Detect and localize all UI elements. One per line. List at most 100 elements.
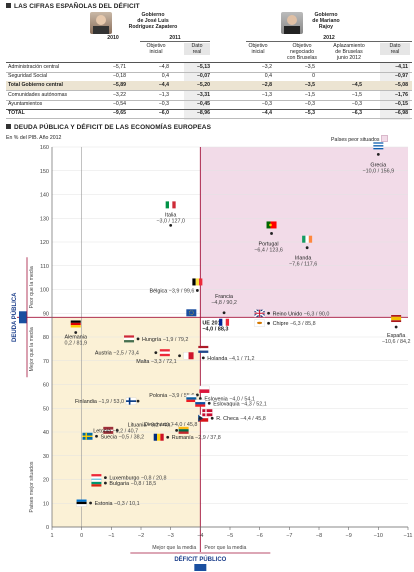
point-value: −1,9 / 53,0: [97, 399, 124, 405]
data-point-dot: [95, 434, 98, 438]
table-cell: −0,3: [304, 101, 315, 107]
data-point-dot: [166, 435, 170, 439]
point-value: −4,1 / 71,2: [227, 356, 254, 362]
y-tick-label: 160: [40, 145, 49, 151]
data-point-netherlands: Holanda −4,1 / 71,2: [198, 345, 255, 362]
data-point-dot: [104, 476, 107, 479]
point-name: Francia: [215, 294, 233, 300]
table-cell: −5,13: [196, 64, 210, 70]
year-2012: 2012: [323, 35, 335, 41]
data-point-dot: [178, 354, 181, 358]
data-point-hungary: Hungría −1,9 / 79,2: [124, 335, 188, 343]
italy-flag-icon: [165, 201, 176, 209]
point-value: −0,5 / 38,2: [117, 434, 144, 440]
table-cell: −0,15: [394, 101, 408, 107]
data-point-dot: [169, 223, 173, 227]
y-tick-label: 110: [40, 264, 49, 270]
data-point-france: Francia−4,8 / 90,2: [211, 294, 237, 326]
point-label: Austria −2,5 / 73,4: [95, 351, 139, 357]
data-point-austria: Austria −2,5 / 73,4: [95, 349, 170, 357]
x-tick-label: −5: [227, 533, 233, 539]
data-point-dot: [175, 428, 179, 432]
table-cell: −0,18: [112, 73, 126, 79]
point-name: Hungría: [142, 337, 161, 343]
rajoy-portrait: [281, 12, 303, 34]
point-name: Holanda: [207, 356, 227, 362]
lithuania-flag-icon: [178, 426, 189, 434]
data-point-portugal: Portugal−6,4 / 123,6: [254, 221, 283, 253]
table-cell: −0,3: [351, 101, 362, 107]
y-tick-label: 140: [40, 193, 49, 199]
y-tick-label: 90: [43, 311, 49, 317]
data-point-slovakia: Eslovaquia −4,3 / 52,1: [195, 399, 267, 407]
table-cell: −3,5: [304, 64, 315, 70]
point-name: Austria: [95, 351, 112, 357]
col-objetivo-inicial-2012: Objetivo inicial: [248, 43, 268, 55]
table-row-label: Total Gobierno central: [8, 82, 63, 88]
point-label: Eslovaquia −4,3 / 52,1: [213, 401, 267, 407]
x-better-label: Mejor que la media: [152, 545, 196, 551]
y-tick-label: 10: [43, 501, 49, 507]
data-point-ireland: Irlanda−7,6 / 117,6: [289, 235, 317, 268]
data-point-dot: [267, 321, 270, 325]
ue-label: UE 2012: [202, 320, 223, 326]
point-label: Chipre −6,3 / 85,8: [273, 321, 316, 327]
point-value: −4,8 / 90,2: [211, 300, 237, 306]
table-cell: −0,97: [394, 73, 408, 79]
data-point-dot: [104, 481, 107, 485]
point-name: Portugal: [258, 241, 278, 247]
point-name: Eslovenia: [204, 397, 227, 403]
gov2-header: Gobierno de Mariano Rajoy: [303, 12, 349, 30]
legend-worse-text: Países peor situados: [331, 137, 380, 143]
point-value: −3,9 / 55,6: [167, 393, 194, 399]
data-point-dot: [210, 416, 214, 420]
point-label: Letonia −1,2 / 40,7: [93, 428, 138, 434]
point-value: −3,2 / 40,7: [146, 422, 173, 428]
table-cell: −6,0: [158, 110, 169, 116]
table-row-label: Ayuntamientos: [8, 101, 43, 107]
y-worse-label: Peor que la media: [29, 266, 35, 308]
point-value: −3,0 / 127,0: [156, 218, 185, 224]
point-label: Rumanía −2,9 / 37,8: [172, 435, 221, 441]
point-label: Reino Unido −6,3 / 90,0: [273, 311, 330, 317]
point-value: −0,8 / 18,5: [129, 481, 156, 487]
data-point-lithuania: Lituania −3,2 / 40,7: [128, 422, 189, 434]
point-name: R. Checa: [216, 416, 238, 422]
table-cell: −4,4: [261, 110, 272, 116]
table-cell: −0,3: [261, 101, 272, 107]
point-label: Bulgaria −0,8 / 18,5: [109, 481, 156, 487]
data-point-dot: [305, 246, 309, 250]
table-row-label: Seguridad Social: [8, 73, 48, 79]
point-label: Luxemburgo −0,8 / 20,8: [109, 476, 166, 482]
table-cell: −6,3: [351, 110, 362, 116]
table-cell: −5,89: [112, 82, 126, 88]
col-dato-real-2012: Dato real: [380, 43, 410, 55]
point-label: Polonia −3,9 / 55,6: [149, 393, 194, 399]
data-point-dot: [136, 399, 140, 403]
legend-better-label: Países mejor situados: [29, 461, 35, 512]
table-cell: −5,08: [394, 82, 408, 88]
zapatero-portrait: [90, 12, 112, 34]
legend-worse: Países peor situados: [331, 135, 388, 143]
eu-flag-icon: [194, 564, 207, 571]
point-value: −6,4 / 123,6: [254, 247, 283, 253]
sweden-flag-icon: [82, 432, 93, 440]
point-label: Holanda −4,1 / 71,2: [207, 356, 254, 362]
point-name: Luxemburgo: [109, 476, 139, 482]
x-tick-label: −3: [168, 533, 174, 539]
data-point-poland: Polonia −3,9 / 55,6: [149, 385, 210, 399]
chart-subtitle: En % del PIB. Año 2012: [6, 135, 62, 141]
data-point-romania: Rumanía −2,9 / 37,8: [153, 433, 221, 441]
gov1-header: Gobierno de José Luis Rodríguez Zapatero: [118, 12, 188, 30]
france-flag-icon: [219, 318, 230, 326]
legend-worse-swatch: [380, 135, 388, 142]
data-point-italy: Italia−3,0 / 127,0: [156, 201, 185, 227]
point-name: Bulgaria: [109, 481, 129, 487]
x-tick-label: 0: [80, 533, 83, 539]
table-cell: −3,2: [261, 64, 272, 70]
y-tick-label: 20: [43, 478, 49, 484]
point-label: Bélgica −3,9 / 99,6: [150, 288, 195, 294]
x-tick-label: 1: [50, 533, 53, 539]
y-axis-title-group: DEUDA PÚBLICA: [11, 292, 27, 342]
romania-flag-icon: [153, 433, 164, 441]
